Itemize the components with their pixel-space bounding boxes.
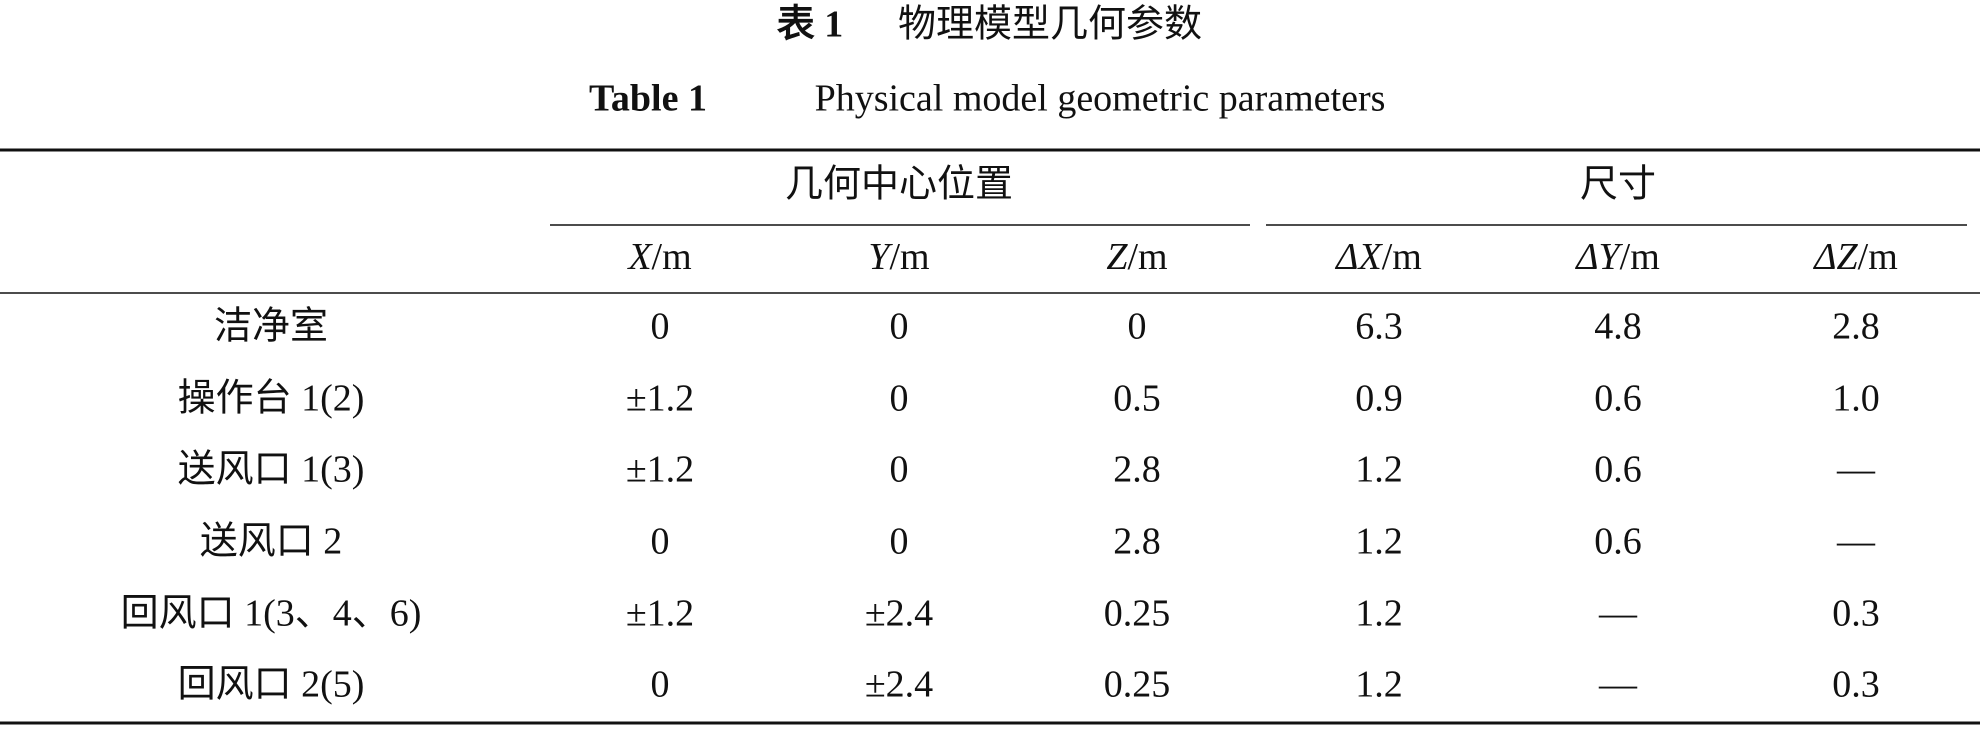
row-label: 送风口 1(3) bbox=[178, 449, 365, 491]
group-header: 几何中心位置 bbox=[785, 164, 1013, 206]
cell: 0.9 bbox=[1355, 378, 1403, 420]
cell: ±2.4 bbox=[865, 664, 933, 706]
cell: 0 bbox=[890, 306, 909, 348]
cell: 1.2 bbox=[1355, 593, 1403, 635]
row-label: 洁净室 bbox=[214, 306, 328, 348]
cell: 1.2 bbox=[1355, 664, 1403, 706]
group-header: 尺寸 bbox=[1580, 164, 1656, 206]
cell: 2.8 bbox=[1832, 306, 1880, 348]
cell: ±1.2 bbox=[626, 378, 694, 420]
cell: 0.3 bbox=[1832, 593, 1880, 635]
cell: 0 bbox=[890, 378, 909, 420]
cell: 2.8 bbox=[1113, 449, 1161, 491]
cell: 0.25 bbox=[1104, 664, 1171, 706]
column-header: ΔZ/m bbox=[1812, 236, 1898, 278]
cell: 1.0 bbox=[1832, 378, 1880, 420]
caption-title-en: Physical model geometric parameters bbox=[815, 78, 1386, 120]
row-label: 回风口 1(3、4、6) bbox=[121, 593, 422, 635]
column-unit: /m bbox=[1382, 236, 1422, 278]
column-symbol: X bbox=[626, 236, 653, 278]
column-symbol: ΔZ bbox=[1812, 236, 1858, 278]
cell: 6.3 bbox=[1355, 306, 1403, 348]
column-header: Z/m bbox=[1106, 236, 1167, 278]
cell: — bbox=[1598, 664, 1638, 706]
cell: 0 bbox=[890, 521, 909, 563]
column-unit: /m bbox=[1620, 236, 1660, 278]
cell: 0.6 bbox=[1594, 449, 1642, 491]
cell: ±2.4 bbox=[865, 593, 933, 635]
column-unit: /m bbox=[1128, 236, 1168, 278]
column-header: Y/m bbox=[868, 236, 929, 278]
caption-label-en: Table 1 bbox=[589, 78, 707, 120]
column-unit: /m bbox=[890, 236, 930, 278]
cell: ±1.2 bbox=[626, 449, 694, 491]
column-symbol: ΔY bbox=[1574, 236, 1623, 278]
caption-label-cn: 表 1 bbox=[777, 4, 844, 46]
row-label: 回风口 2(5) bbox=[178, 664, 365, 706]
cell: 0.25 bbox=[1104, 593, 1171, 635]
cell: — bbox=[1836, 521, 1876, 563]
row-label: 送风口 2 bbox=[200, 521, 343, 563]
cell: 1.2 bbox=[1355, 449, 1403, 491]
cell: 0.5 bbox=[1113, 378, 1161, 420]
cell: 0 bbox=[651, 521, 670, 563]
cell: 2.8 bbox=[1113, 521, 1161, 563]
column-symbol: Z bbox=[1106, 236, 1128, 278]
cell: ±1.2 bbox=[626, 593, 694, 635]
cell: 0.6 bbox=[1594, 378, 1642, 420]
cell: 0.6 bbox=[1594, 521, 1642, 563]
column-symbol: Y bbox=[868, 236, 893, 278]
column-unit: /m bbox=[1858, 236, 1898, 278]
row-label: 操作台 1(2) bbox=[178, 378, 365, 420]
cell: 0 bbox=[651, 664, 670, 706]
cell: 0 bbox=[651, 306, 670, 348]
cell: 4.8 bbox=[1594, 306, 1642, 348]
column-header: ΔY/m bbox=[1574, 236, 1660, 278]
column-header: X/m bbox=[626, 236, 691, 278]
column-symbol: ΔX bbox=[1334, 236, 1383, 278]
cell: — bbox=[1836, 449, 1876, 491]
column-unit: /m bbox=[652, 236, 692, 278]
cell: 0 bbox=[890, 449, 909, 491]
caption-title-cn: 物理模型几何参数 bbox=[898, 4, 1202, 46]
cell: — bbox=[1598, 593, 1638, 635]
cell: 0.3 bbox=[1832, 664, 1880, 706]
column-header: ΔX/m bbox=[1334, 236, 1422, 278]
cell: 1.2 bbox=[1355, 521, 1403, 563]
cell: 0 bbox=[1128, 306, 1147, 348]
